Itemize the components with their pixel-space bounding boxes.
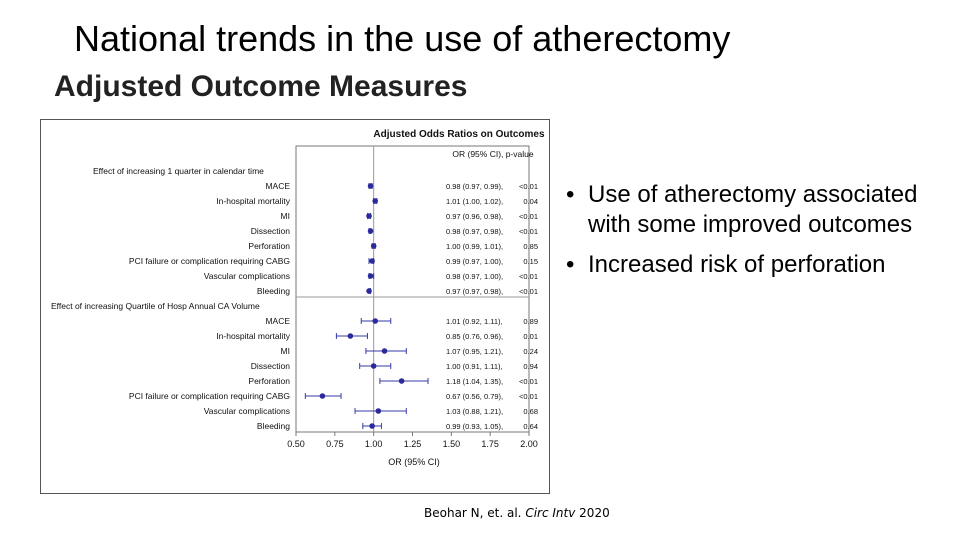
- or-ci-value: 0.99 (0.93, 1.05),: [446, 422, 503, 431]
- or-point: [369, 258, 375, 264]
- or-point: [398, 378, 405, 384]
- or-point: [372, 198, 379, 204]
- x-tick-label: 1.75: [481, 439, 499, 449]
- p-value: 0.89: [523, 317, 538, 326]
- row-label: PCI failure or complication requiring CA…: [129, 391, 290, 401]
- p-value: 0.94: [523, 362, 538, 371]
- or-ci-value: 1.00 (0.91, 1.11),: [446, 362, 503, 371]
- or-point: [366, 213, 372, 219]
- row-label: In-hospital mortality: [216, 331, 290, 341]
- x-tick-label: 1.25: [404, 439, 422, 449]
- slide-title: National trends in the use of atherectom…: [74, 18, 731, 59]
- or-ci-value: 0.97 (0.97, 0.98),: [446, 287, 503, 296]
- or-ci-value: 0.98 (0.97, 0.98),: [446, 227, 503, 236]
- or-ci-value: 0.85 (0.76, 0.96),: [446, 332, 503, 341]
- x-tick-label: 1.50: [443, 439, 461, 449]
- or-point: [366, 288, 372, 294]
- p-value: 0.01: [523, 332, 538, 341]
- x-tick-label: 0.50: [287, 439, 305, 449]
- or-point: [347, 333, 354, 339]
- or-point: [367, 228, 374, 234]
- row-label: Bleeding: [257, 421, 290, 431]
- or-ci-value: 1.01 (1.00, 1.02),: [446, 197, 503, 206]
- chart-title: Adjusted Odds Ratios on Outcomes: [373, 129, 545, 140]
- citation-year: 2020: [579, 506, 610, 520]
- group-label: Effect of increasing Quartile of Hosp An…: [51, 301, 260, 311]
- p-value: 0.24: [523, 347, 538, 356]
- p-value: 0.64: [523, 422, 538, 431]
- p-value: <0.01: [519, 392, 538, 401]
- row-label: Dissection: [251, 361, 290, 371]
- bullet-list: Use of atherectomy associated with some …: [566, 180, 946, 290]
- or-point: [381, 348, 388, 354]
- forest-plot: Adjusted Odds Ratios on Outcomes OR (95%…: [51, 129, 545, 467]
- or-ci-value: 1.00 (0.99, 1.01),: [446, 242, 503, 251]
- row-label: PCI failure or complication requiring CA…: [129, 256, 290, 266]
- x-tick-label: 0.75: [326, 439, 344, 449]
- or-ci-value: 0.67 (0.56, 0.79),: [446, 392, 503, 401]
- or-point: [367, 273, 374, 279]
- p-value: 0.15: [523, 257, 538, 266]
- or-point: [372, 318, 379, 324]
- x-tick-label: 1.00: [365, 439, 383, 449]
- p-value: <0.01: [519, 212, 538, 221]
- citation-journal: Circ Intv: [525, 506, 576, 520]
- or-point: [319, 393, 326, 399]
- or-point: [367, 183, 374, 189]
- citation: Beohar N, et. al. Circ Intv 2020: [424, 506, 610, 520]
- row-label: In-hospital mortality: [216, 196, 290, 206]
- p-value: <0.01: [519, 272, 538, 281]
- or-ci-value: 0.98 (0.97, 1.00),: [446, 272, 503, 281]
- row-label: Vascular complications: [204, 406, 290, 416]
- row-label: Perforation: [248, 241, 290, 251]
- p-value: <0.01: [519, 182, 538, 191]
- row-label: MI: [281, 211, 290, 221]
- row-label: MACE: [265, 181, 290, 191]
- citation-authors: Beohar N, et. al.: [424, 506, 522, 520]
- or-point: [369, 423, 375, 429]
- or-ci-value: 1.18 (1.04, 1.35),: [446, 377, 503, 386]
- row-label: MACE: [265, 316, 290, 326]
- slide-subtitle: Adjusted Outcome Measures: [54, 70, 468, 103]
- p-value: 0.85: [523, 242, 538, 251]
- p-value: <0.01: [519, 377, 538, 386]
- or-ci-value: 0.99 (0.97, 1.00),: [446, 257, 503, 266]
- column-header: OR (95% CI), p-value: [452, 149, 534, 159]
- or-ci-value: 0.97 (0.96, 0.98),: [446, 212, 503, 221]
- row-label: Perforation: [248, 376, 290, 386]
- p-value: <0.01: [519, 287, 538, 296]
- group-label: Effect of increasing 1 quarter in calend…: [93, 166, 264, 176]
- row-label: MI: [281, 346, 290, 356]
- row-label: Vascular complications: [204, 271, 290, 281]
- or-ci-value: 1.03 (0.88, 1.21),: [446, 407, 503, 416]
- x-axis-label: OR (95% CI): [388, 457, 440, 467]
- p-value: 0.68: [523, 407, 538, 416]
- p-value: 0.04: [523, 197, 538, 206]
- or-ci-value: 1.07 (0.95, 1.21),: [446, 347, 503, 356]
- or-ci-value: 0.98 (0.97, 0.99),: [446, 182, 503, 191]
- or-ci-value: 1.01 (0.92, 1.11),: [446, 317, 503, 326]
- or-point: [375, 408, 382, 414]
- bullet-item: Use of atherectomy associated with some …: [566, 180, 946, 240]
- or-point: [370, 363, 377, 369]
- or-point: [370, 243, 377, 249]
- forest-plot-frame: Adjusted Odds Ratios on Outcomes OR (95%…: [40, 119, 550, 494]
- row-label: Bleeding: [257, 286, 290, 296]
- row-label: Dissection: [251, 226, 290, 236]
- forest-marks: Effect of increasing 1 quarter in calend…: [51, 145, 538, 449]
- x-tick-label: 2.00: [520, 439, 538, 449]
- bullet-item: Increased risk of perforation: [566, 250, 946, 280]
- p-value: <0.01: [519, 227, 538, 236]
